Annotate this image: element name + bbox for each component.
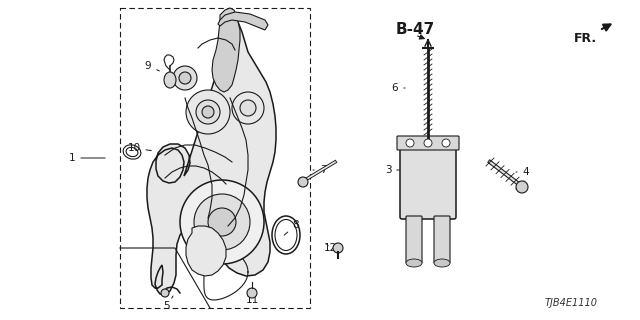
FancyBboxPatch shape [434, 216, 450, 263]
Text: 6: 6 [392, 83, 405, 93]
Text: 9: 9 [145, 61, 159, 71]
Polygon shape [218, 12, 268, 30]
Text: 3: 3 [385, 165, 399, 175]
Text: FR.: FR. [573, 24, 611, 44]
Polygon shape [147, 15, 276, 295]
Circle shape [186, 90, 230, 134]
Circle shape [196, 100, 220, 124]
Ellipse shape [164, 72, 176, 88]
FancyBboxPatch shape [406, 216, 422, 263]
Circle shape [173, 66, 197, 90]
Circle shape [194, 194, 250, 250]
Circle shape [240, 100, 256, 116]
Text: TJB4E1110: TJB4E1110 [545, 298, 598, 308]
Circle shape [424, 139, 432, 147]
Circle shape [298, 177, 308, 187]
Polygon shape [212, 8, 240, 92]
Circle shape [180, 180, 264, 264]
Ellipse shape [434, 259, 450, 267]
Circle shape [232, 92, 264, 124]
Circle shape [179, 72, 191, 84]
Text: 2: 2 [205, 263, 218, 273]
Circle shape [442, 139, 450, 147]
Text: 5: 5 [164, 296, 173, 311]
Text: 8: 8 [284, 220, 300, 235]
Polygon shape [186, 226, 226, 276]
Text: 10: 10 [127, 143, 151, 153]
Text: 4: 4 [516, 167, 529, 177]
Circle shape [333, 243, 343, 253]
Text: 1: 1 [68, 153, 105, 163]
FancyBboxPatch shape [400, 143, 456, 219]
FancyBboxPatch shape [397, 136, 459, 150]
Bar [120, 8, 310, 308]
Ellipse shape [406, 259, 422, 267]
Circle shape [208, 208, 236, 236]
Circle shape [202, 106, 214, 118]
Circle shape [516, 181, 528, 193]
Text: B-47: B-47 [396, 22, 435, 37]
Text: 11: 11 [245, 290, 259, 305]
Text: 12: 12 [323, 243, 337, 253]
Text: 7: 7 [313, 165, 326, 175]
Circle shape [161, 289, 169, 297]
Circle shape [247, 288, 257, 298]
Circle shape [406, 139, 414, 147]
